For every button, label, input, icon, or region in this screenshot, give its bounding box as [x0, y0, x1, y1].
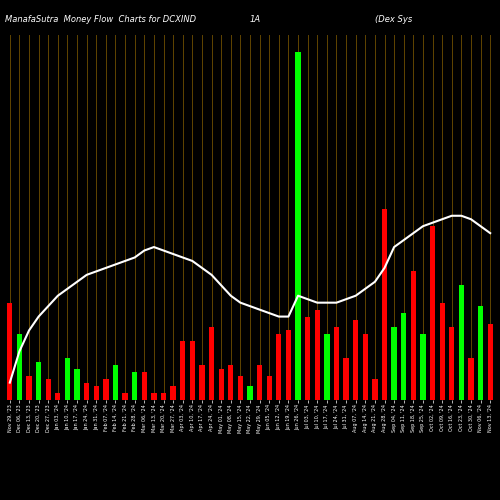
Bar [113, 365, 118, 400]
Bar [7, 302, 12, 400]
Bar [488, 324, 493, 400]
Bar [334, 327, 339, 400]
Bar [84, 382, 89, 400]
Bar [296, 52, 300, 400]
Bar [314, 310, 320, 400]
Bar [410, 272, 416, 400]
Bar [103, 379, 108, 400]
Bar [305, 316, 310, 400]
Bar [276, 334, 281, 400]
Bar [344, 358, 348, 400]
Bar [122, 393, 128, 400]
Text: ManafaSutra  Money Flow  Charts for DCXIND: ManafaSutra Money Flow Charts for DCXIND [5, 15, 196, 24]
Bar [286, 330, 291, 400]
Bar [46, 379, 51, 400]
Bar [420, 334, 426, 400]
Bar [228, 365, 234, 400]
Bar [353, 320, 358, 400]
Bar [36, 362, 42, 400]
Bar [170, 386, 176, 400]
Bar [94, 386, 99, 400]
Bar [382, 209, 387, 400]
Bar [372, 379, 378, 400]
Bar [74, 368, 80, 400]
Bar [266, 376, 272, 400]
Bar [209, 327, 214, 400]
Bar [17, 334, 22, 400]
Bar [218, 368, 224, 400]
Bar [200, 365, 204, 400]
Bar [142, 372, 147, 400]
Bar [190, 341, 195, 400]
Bar [248, 386, 252, 400]
Bar [152, 393, 156, 400]
Bar [257, 365, 262, 400]
Text: (Dex Sys: (Dex Sys [375, 15, 412, 24]
Bar [458, 286, 464, 400]
Bar [362, 334, 368, 400]
Bar [132, 372, 138, 400]
Bar [478, 306, 483, 400]
Bar [238, 376, 243, 400]
Bar [65, 358, 70, 400]
Bar [55, 393, 60, 400]
Bar [180, 341, 186, 400]
Bar [324, 334, 330, 400]
Bar [468, 358, 473, 400]
Bar [26, 376, 32, 400]
Bar [449, 327, 454, 400]
Bar [401, 313, 406, 400]
Text: 1A: 1A [250, 15, 261, 24]
Bar [440, 302, 445, 400]
Bar [392, 327, 397, 400]
Bar [430, 226, 435, 400]
Bar [161, 393, 166, 400]
